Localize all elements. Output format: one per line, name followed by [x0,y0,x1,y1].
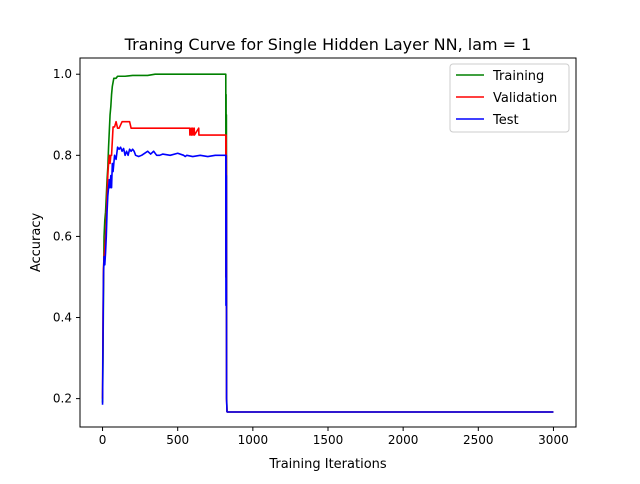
x-tick-label: 2500 [463,433,494,447]
x-axis: 0 500 1000 1500 2000 2500 3000 [99,427,569,447]
legend-box [449,63,570,133]
y-axis: 0.2 0.4 0.6 0.8 1.0 [53,67,80,406]
x-tick-label: 3000 [538,433,569,447]
x-tick-label: 0 [99,433,107,447]
y-tick-label: 1.0 [53,67,72,81]
y-axis-label: Accuracy [29,213,44,273]
y-tick-label: 0.2 [53,392,72,406]
y-tick-label: 0.4 [53,311,72,325]
y-tick-label: 0.8 [53,148,72,162]
legend-items: Training Validation Test [456,69,557,128]
x-tick-label: 1500 [313,433,344,447]
legend-label-training: Training [492,69,544,84]
series-line-test [101,146,554,413]
y-tick-label: 0.6 [53,229,72,243]
x-tick-label: 500 [166,433,189,447]
chart-title: Traning Curve for Single Hidden Layer NN… [124,35,532,54]
legend: Training Validation Test [449,63,570,133]
x-tick-label: 2000 [388,433,419,447]
legend-label-test: Test [492,113,519,128]
series-layer [101,73,554,413]
legend-label-validation: Validation [493,91,557,106]
x-axis-label: Training Iterations [268,457,387,472]
x-tick-label: 1000 [238,433,269,447]
